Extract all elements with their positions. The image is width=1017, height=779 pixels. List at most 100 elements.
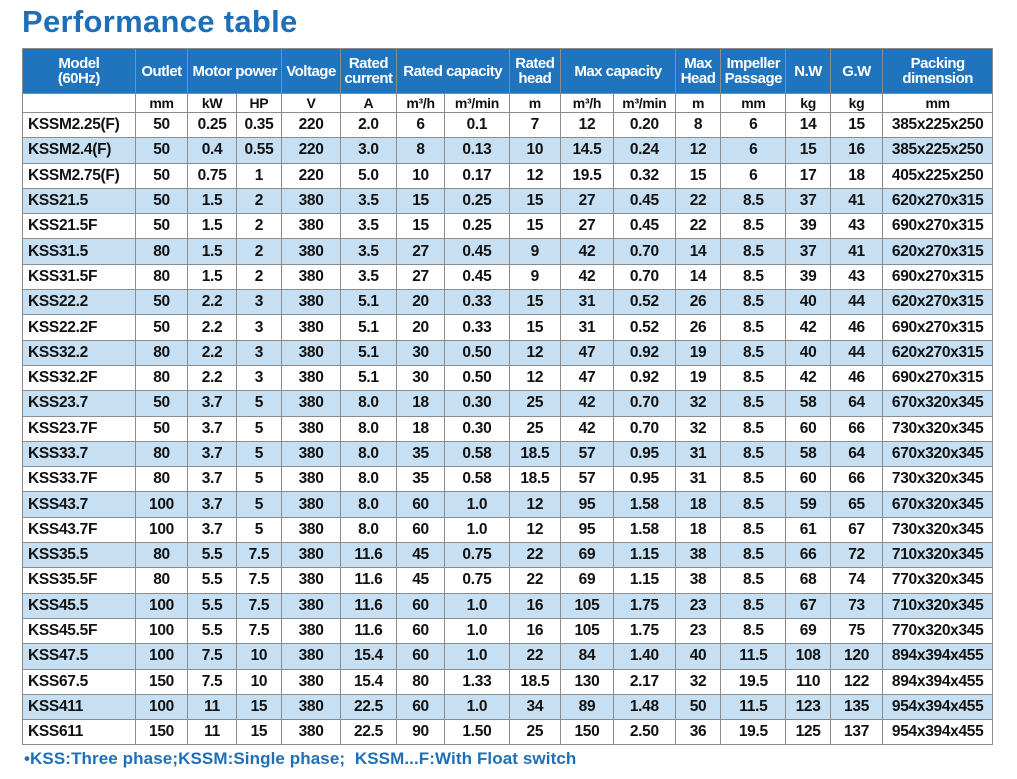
model-cell: KSS21.5F (22, 213, 136, 240)
table-cell: 380 (281, 314, 342, 341)
table-cell: 0.92 (612, 339, 676, 366)
model-cell: KSS45.5 (22, 592, 136, 619)
table-cell: 41 (829, 238, 884, 265)
table-cell: 80 (134, 238, 189, 265)
table-cell: 2 (235, 263, 283, 291)
table-cell: 7.5 (235, 617, 283, 645)
table-cell: 1.50 (444, 719, 510, 746)
unit-cell: V (281, 93, 342, 113)
table-cell: 68 (785, 567, 831, 594)
table-cell: 50 (134, 415, 189, 442)
table-cell: 3 (235, 339, 283, 366)
table-cell: 42 (560, 390, 614, 417)
table-cell: 22 (508, 567, 562, 594)
table-cell: 2.2 (187, 339, 237, 366)
table-cell: 50 (134, 289, 189, 316)
table-cell: 405x225x250 (882, 162, 993, 189)
table-cell: 1.33 (444, 668, 510, 695)
table-cell: 22.5 (340, 719, 397, 746)
table-cell: 8 (674, 111, 722, 139)
table-cell: 22 (674, 187, 722, 215)
table-row: KSS45.5 100 5.5 7.5 380 11.6 60 1.0 16 105 1.75 23 8… (22, 592, 993, 619)
table-cell: 30 (395, 364, 446, 392)
table-cell: 11.6 (340, 542, 397, 569)
table-cell: 60 (395, 491, 446, 518)
table-cell: 42 (785, 364, 831, 392)
table-cell: 6 (720, 111, 787, 139)
table-cell: 0.45 (612, 213, 676, 240)
table-body: KSSM2.25(F) 50 0.25 0.35 220 2.0 6 0.1 7 12 0.20 8 6… (22, 111, 993, 746)
model-cell: KSS23.7 (22, 390, 136, 417)
unit-cell: A (340, 93, 397, 113)
table-cell: 954x394x455 (882, 693, 993, 721)
table-cell: 18.5 (508, 440, 562, 468)
table-row: KSS33.7 80 3.7 5 380 8.0 35 0.58 18.5 57 0.95 31 8.5… (22, 440, 993, 468)
table-cell: 45 (395, 542, 446, 569)
unit-cell: m³/h (395, 93, 446, 113)
table-cell: 58 (785, 440, 831, 468)
unit-cell: mm (134, 93, 189, 113)
table-cell: 34 (508, 693, 562, 721)
table-cell: 14 (785, 111, 831, 139)
table-cell: 1.15 (612, 567, 676, 594)
table-cell: 42 (560, 238, 614, 265)
table-row: KSS43.7F 100 3.7 5 380 8.0 60 1.0 12 95 1.58 18 8.5 6… (22, 516, 993, 544)
table-cell: 0.20 (612, 111, 676, 139)
table-cell: 7.5 (235, 542, 283, 569)
table-cell: 385x225x250 (882, 111, 993, 139)
table-cell: 19.5 (720, 719, 787, 746)
table-cell: 12 (508, 162, 562, 189)
table-row: KSS22.2 50 2.2 3 380 5.1 20 0.33 15 31 0.52 26 8.5 40… (22, 289, 993, 316)
table-cell: 19 (674, 364, 722, 392)
table-cell: 38 (674, 542, 722, 569)
table-cell: 0.33 (444, 289, 510, 316)
table-cell: 7 (508, 111, 562, 139)
table-row: KSS67.5 150 7.5 10 380 15.4 80 1.33 18.5 130 2.17 3… (22, 668, 993, 695)
table-cell: 8.5 (720, 213, 787, 240)
table-row: KSS33.7F 80 3.7 5 380 8.0 35 0.58 18.5 57 0.95 31 8.… (22, 466, 993, 493)
table-cell: 1.0 (444, 617, 510, 645)
table-row: KSS411 100 11 15 380 22.5 60 1.0 34 89 1.48 50 11.5 1… (22, 693, 993, 721)
table-cell: 894x394x455 (882, 668, 993, 695)
table-cell: 27 (560, 213, 614, 240)
table-cell: 100 (134, 643, 189, 670)
table-cell: 380 (281, 213, 342, 240)
unit-cell: m (508, 93, 562, 113)
table-cell: 1.5 (187, 187, 237, 215)
table-cell: 670x320x345 (882, 491, 993, 518)
table-cell: 80 (134, 440, 189, 468)
table-cell: 0.58 (444, 466, 510, 493)
table-cell: 105 (560, 617, 614, 645)
table-cell: 15.4 (340, 668, 397, 695)
table-cell: 0.25 (444, 187, 510, 215)
table-cell: 75 (829, 617, 884, 645)
units-row: mm kW HP V A m³/h m³/min m m³/h m³/min m… (22, 93, 993, 113)
table-cell: 46 (829, 364, 884, 392)
table-cell: 27 (395, 238, 446, 265)
table-cell: 50 (134, 213, 189, 240)
table-cell: 27 (395, 263, 446, 291)
table-cell: 67 (829, 516, 884, 544)
model-cell: KSS22.2 (22, 289, 136, 316)
table-cell: 32 (674, 668, 722, 695)
table-cell: 0.75 (444, 542, 510, 569)
col-header-packing-dimension: Packing dimension (882, 48, 993, 94)
table-cell: 0.70 (612, 263, 676, 291)
page-title: Performance table (22, 4, 298, 39)
table-cell: 380 (281, 567, 342, 594)
table-cell: 380 (281, 466, 342, 493)
table-cell: 2.2 (187, 364, 237, 392)
col-header-model: Model (60Hz) (22, 48, 136, 94)
table-cell: 38 (674, 567, 722, 594)
table-cell: 8.5 (720, 263, 787, 291)
table-cell: 1.75 (612, 592, 676, 619)
model-cell: KSS611 (22, 719, 136, 746)
table-cell: 105 (560, 592, 614, 619)
table-cell: 26 (674, 314, 722, 341)
table-cell: 1.0 (444, 516, 510, 544)
table-cell: 0.50 (444, 339, 510, 366)
table-cell: 3.5 (340, 187, 397, 215)
unit-cell: kg (785, 93, 831, 113)
table-cell: 0.45 (444, 263, 510, 291)
table-cell: 32 (674, 390, 722, 417)
